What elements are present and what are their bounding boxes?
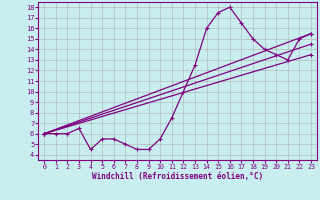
X-axis label: Windchill (Refroidissement éolien,°C): Windchill (Refroidissement éolien,°C) — [92, 172, 263, 181]
